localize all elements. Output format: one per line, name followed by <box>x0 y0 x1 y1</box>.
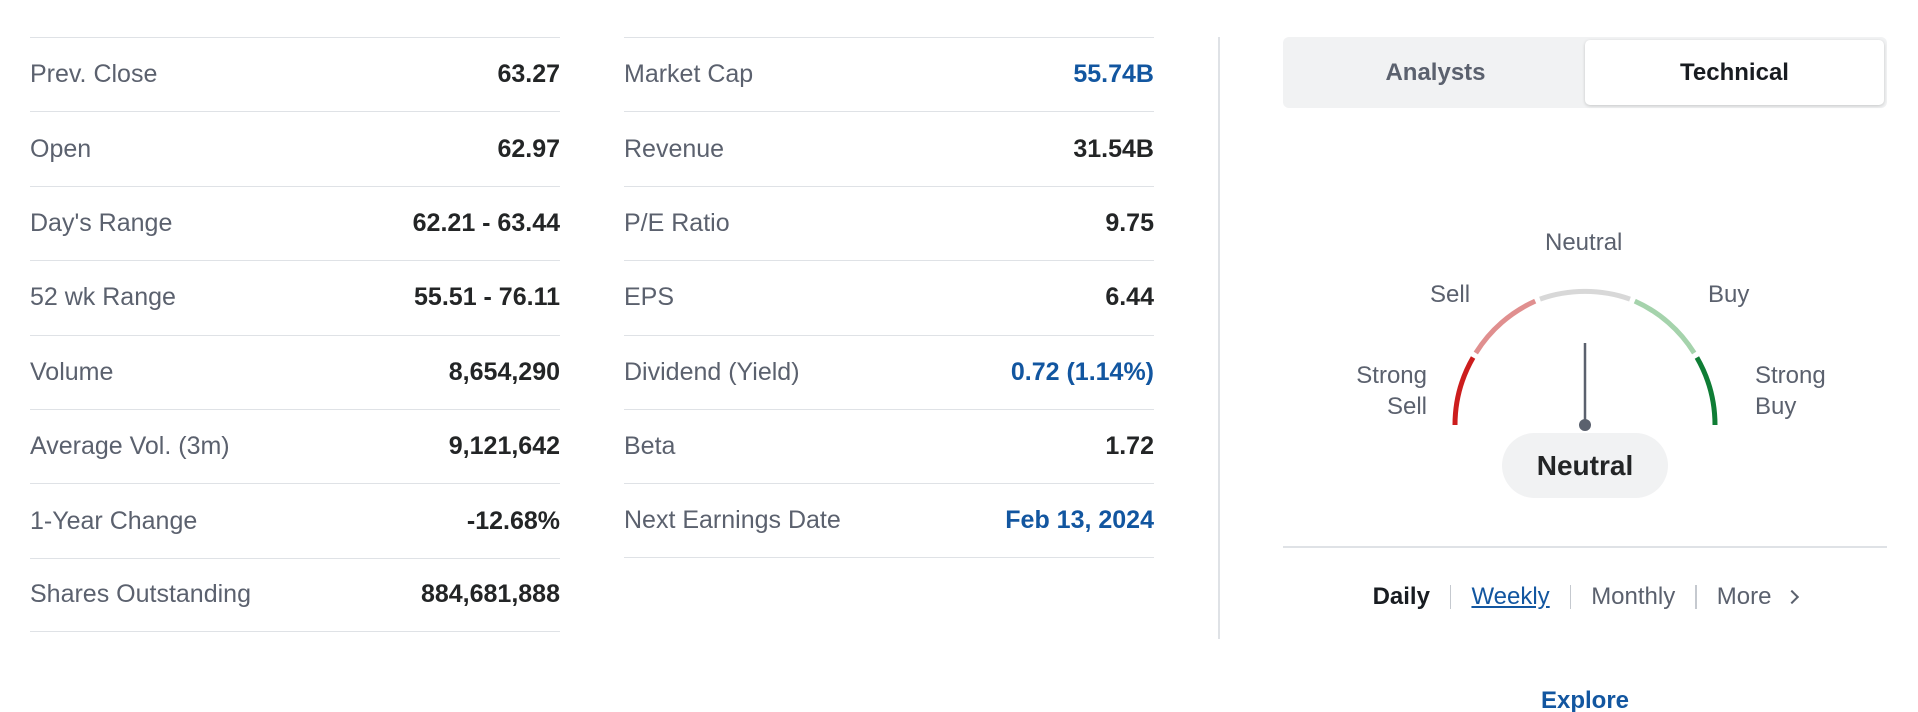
stat-row-avg-volume: Average Vol. (3m) 9,121,642 <box>30 408 560 483</box>
period-separator <box>1569 585 1572 609</box>
period-weekly[interactable]: Weekly <box>1471 583 1550 610</box>
market-cap-link[interactable]: 55.74B <box>1073 60 1154 89</box>
tab-bar: Analysts Technical <box>1283 37 1887 108</box>
gauge-label-strong-sell-line2: Sell <box>1386 393 1427 420</box>
stat-label: Revenue <box>624 134 725 163</box>
explore-link[interactable]: Explore <box>1540 687 1630 712</box>
stat-label: EPS <box>624 283 675 312</box>
gauge-arc-strong-sell <box>1452 356 1476 426</box>
gauge-label-sell: Sell <box>1430 281 1471 308</box>
next-earnings-link[interactable]: Feb 13, 2024 <box>1005 506 1154 535</box>
gauge-arc-sell <box>1473 298 1537 355</box>
stat-label: Beta <box>624 432 676 461</box>
gauge-svg <box>1452 288 1718 431</box>
stat-label: Day's Range <box>30 208 173 237</box>
stat-label: Market Cap <box>624 60 754 89</box>
gauge-label-strong-buy-line2: Buy <box>1755 393 1797 420</box>
stat-value: 9.75 <box>1105 208 1154 237</box>
period-monthly[interactable]: Monthly <box>1591 583 1676 610</box>
period-selector: Daily Weekly Monthly More <box>1283 577 1887 617</box>
stat-label: Open <box>30 134 92 163</box>
gauge-arc-strong-buy <box>1694 356 1718 426</box>
stat-row-shares-outstanding: Shares Outstanding 884,681,888 <box>30 557 560 633</box>
stat-value: 62.97 <box>497 134 560 163</box>
stat-row-1yr-change: 1-Year Change -12.68% <box>30 483 560 557</box>
stat-label: Dividend (Yield) <box>624 357 800 386</box>
stat-value: 6.44 <box>1105 283 1154 312</box>
stat-row-prev-close: Prev. Close 63.27 <box>30 37 560 111</box>
stat-row-next-earnings: Next Earnings Date Feb 13, 2024 <box>624 483 1154 558</box>
stat-value: -12.68% <box>466 506 560 535</box>
stat-row-dividend: Dividend (Yield) 0.72 (1.14%) <box>624 334 1154 409</box>
period-separator <box>1695 585 1697 609</box>
technical-panel: Analysts Technical Neutral Sell Buy Stro… <box>1283 37 1887 712</box>
stat-label: 1-Year Change <box>30 506 198 535</box>
stat-row-beta: Beta 1.72 <box>624 408 1154 483</box>
gauge-needle-pivot <box>1579 419 1591 431</box>
stat-value: 8,654,290 <box>448 357 560 386</box>
gauge-label-buy: Buy <box>1708 281 1750 308</box>
stat-row-eps: EPS 6.44 <box>624 260 1154 334</box>
stat-row-open: Open 62.97 <box>30 111 560 185</box>
gauge-label-strong-sell: Strong Sell <box>1356 360 1427 422</box>
stat-value: 884,681,888 <box>420 580 560 609</box>
stat-value: 9,121,642 <box>448 432 560 461</box>
key-stats-left: Prev. Close 63.27 Open 62.97 Day's Range… <box>30 37 560 633</box>
chevron-right-icon <box>1785 589 1800 605</box>
stat-label: Next Earnings Date <box>624 506 841 535</box>
dividend-link[interactable]: 0.72 (1.14%) <box>1010 357 1154 386</box>
stat-label: Shares Outstanding <box>30 580 251 609</box>
stat-label: Volume <box>30 357 114 386</box>
stat-value: 62.21 - 63.44 <box>412 208 560 237</box>
stat-row-days-range: Day's Range 62.21 - 63.44 <box>30 185 560 260</box>
stat-row-52wk-range: 52 wk Range 55.51 - 76.11 <box>30 260 560 334</box>
gauge-label-neutral: Neutral <box>1545 229 1623 256</box>
tab-technical[interactable]: Technical <box>1585 40 1884 105</box>
stat-row-market-cap: Market Cap 55.74B <box>624 37 1154 111</box>
column-divider <box>1218 37 1220 639</box>
stat-value: 1.72 <box>1105 432 1154 461</box>
key-stats-right: Market Cap 55.74B Revenue 31.54B P/E Rat… <box>624 37 1154 558</box>
stat-row-pe-ratio: P/E Ratio 9.75 <box>624 185 1154 260</box>
tab-analysts[interactable]: Analysts <box>1385 58 1486 86</box>
gauge-arc-buy <box>1633 298 1697 355</box>
panel-divider <box>1283 546 1887 548</box>
period-daily[interactable]: Daily <box>1372 583 1430 610</box>
sentiment-gauge: Neutral Sell Buy Strong Sell Strong Buy <box>1283 167 1887 467</box>
stat-value: 55.51 - 76.11 <box>414 283 560 312</box>
gauge-reading-badge: Neutral <box>1502 433 1668 498</box>
stat-row-revenue: Revenue 31.54B <box>624 111 1154 185</box>
period-more-label: More <box>1716 583 1772 610</box>
stat-row-volume: Volume 8,654,290 <box>30 334 560 409</box>
period-more-button[interactable]: More <box>1716 583 1800 611</box>
stat-label: 52 wk Range <box>30 283 176 312</box>
gauge-arc-neutral <box>1539 288 1631 302</box>
stat-label: P/E Ratio <box>624 208 730 237</box>
stat-value: 63.27 <box>497 60 560 89</box>
gauge-label-strong-buy: Strong Buy <box>1755 360 1826 422</box>
stat-label: Average Vol. (3m) <box>30 432 230 461</box>
period-separator <box>1449 585 1452 609</box>
gauge-label-strong-buy-line1: Strong <box>1755 362 1826 389</box>
stat-label: Prev. Close <box>30 60 158 89</box>
gauge-label-strong-sell-line1: Strong <box>1356 362 1427 389</box>
stat-value: 31.54B <box>1073 134 1154 163</box>
